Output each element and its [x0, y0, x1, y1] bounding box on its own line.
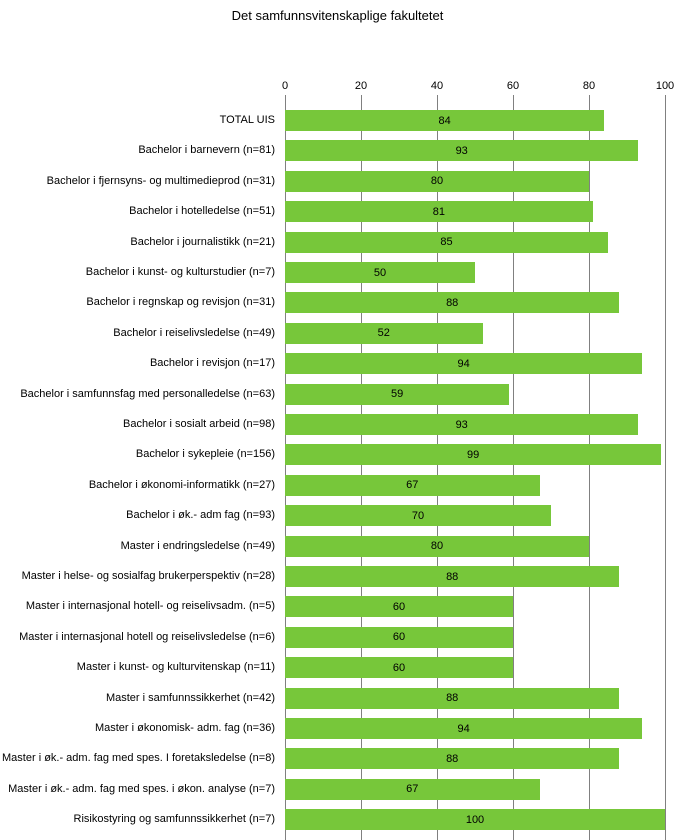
- chart-row: Bachelor i økonomi-informatikk (n=27)67: [285, 475, 665, 496]
- bar-value-label: 85: [440, 236, 452, 248]
- bar-value-label: 93: [456, 419, 468, 431]
- chart-row: Bachelor i journalistikk (n=21)85: [285, 232, 665, 253]
- row-label: Master i endringsledelse (n=49): [0, 540, 275, 552]
- bar: 80: [285, 536, 589, 557]
- row-label: Bachelor i regnskap og revisjon (n=31): [0, 296, 275, 308]
- chart-row: Master i endringsledelse (n=49)80: [285, 536, 665, 557]
- chart-row: Bachelor i revisjon (n=17)94: [285, 353, 665, 374]
- row-label: Bachelor i kunst- og kulturstudier (n=7): [0, 266, 275, 278]
- bar-value-label: 84: [438, 115, 450, 127]
- bar: 67: [285, 779, 540, 800]
- bar-value-label: 88: [446, 297, 458, 309]
- bar-value-label: 60: [393, 631, 405, 643]
- bar-value-label: 94: [457, 358, 469, 370]
- bar: 94: [285, 353, 642, 374]
- chart-row: TOTAL UIS84: [285, 110, 665, 131]
- chart-row: Master i internasjonal hotell og reiseli…: [285, 627, 665, 648]
- bar: 70: [285, 505, 551, 526]
- chart-row: Master i økonomisk- adm. fag (n=36)94: [285, 718, 665, 739]
- chart-row: Master i kunst- og kulturvitenskap (n=11…: [285, 657, 665, 678]
- bar: 80: [285, 171, 589, 192]
- bar: 85: [285, 232, 608, 253]
- bar: 59: [285, 384, 509, 405]
- row-label: Bachelor i øk.- adm fag (n=93): [0, 509, 275, 521]
- bar-value-label: 80: [431, 175, 443, 187]
- row-label: Bachelor i sykepleie (n=156): [0, 448, 275, 460]
- bar-value-label: 60: [393, 662, 405, 674]
- bar: 60: [285, 657, 513, 678]
- bar-value-label: 88: [446, 692, 458, 704]
- gridline: [665, 95, 666, 840]
- chart-row: Master i øk.- adm. fag med spes. i økon.…: [285, 779, 665, 800]
- bar-value-label: 50: [374, 267, 386, 279]
- bars-area: TOTAL UIS84 Bachelor i barnevern (n=81)93…: [285, 0, 665, 840]
- bar-value-label: 52: [378, 327, 390, 339]
- bar-value-label: 60: [393, 601, 405, 613]
- row-label: TOTAL UIS: [0, 114, 275, 126]
- bar: 100: [285, 809, 665, 830]
- row-label: Bachelor i journalistikk (n=21): [0, 236, 275, 248]
- row-label: Master i kunst- og kulturvitenskap (n=11…: [0, 661, 275, 673]
- bar: 88: [285, 688, 619, 709]
- chart-row: Bachelor i barnevern (n=81)93: [285, 140, 665, 161]
- bar-value-label: 100: [466, 814, 484, 826]
- bar-value-label: 70: [412, 510, 424, 522]
- row-label: Master i internasjonal hotell- og reisel…: [0, 600, 275, 612]
- bar: 93: [285, 414, 638, 435]
- row-label: Master i helse- og sosialfag brukerpersp…: [0, 570, 275, 582]
- chart-row: Master i internasjonal hotell- og reisel…: [285, 596, 665, 617]
- row-label: Bachelor i barnevern (n=81): [0, 144, 275, 156]
- chart-row: Bachelor i regnskap og revisjon (n=31)88: [285, 292, 665, 313]
- bar: 60: [285, 596, 513, 617]
- row-label: Bachelor i fjernsyns- og multimedieprod …: [0, 175, 275, 187]
- chart-row: Bachelor i fjernsyns- og multimedieprod …: [285, 171, 665, 192]
- row-label: Master i samfunnssikkerhet (n=42): [0, 692, 275, 704]
- chart-row: Bachelor i sykepleie (n=156)99: [285, 444, 665, 465]
- bar: 88: [285, 292, 619, 313]
- row-label: Risikostyring og samfunnssikkerhet (n=7): [0, 813, 275, 825]
- row-label: Master i øk.- adm. fag med spes. i økon.…: [0, 783, 275, 795]
- chart-row: Bachelor i reiselivsledelse (n=49)52: [285, 323, 665, 344]
- bar-value-label: 59: [391, 388, 403, 400]
- chart-row: Bachelor i hotelledelse (n=51)81: [285, 201, 665, 222]
- chart-row: Master i øk.- adm. fag med spes. I foret…: [285, 748, 665, 769]
- bar: 84: [285, 110, 604, 131]
- chart-row: Master i samfunnssikkerhet (n=42)88: [285, 688, 665, 709]
- row-label: Master i øk.- adm. fag med spes. I foret…: [0, 752, 275, 764]
- row-label: Bachelor i reiselivsledelse (n=49): [0, 327, 275, 339]
- bar: 50: [285, 262, 475, 283]
- chart-row: Bachelor i kunst- og kulturstudier (n=7)…: [285, 262, 665, 283]
- bar: 88: [285, 566, 619, 587]
- bar: 99: [285, 444, 661, 465]
- bar-value-label: 80: [431, 540, 443, 552]
- bar: 88: [285, 748, 619, 769]
- bar-value-label: 93: [456, 145, 468, 157]
- chart-row: Master i helse- og sosialfag brukerpersp…: [285, 566, 665, 587]
- bar: 94: [285, 718, 642, 739]
- row-label: Bachelor i samfunnsfag med personalledel…: [0, 388, 275, 400]
- bar-chart: Det samfunnsvitenskaplige fakultetet 020…: [0, 0, 675, 836]
- bar-value-label: 94: [457, 723, 469, 735]
- bar-value-label: 67: [406, 479, 418, 491]
- row-label: Bachelor i revisjon (n=17): [0, 357, 275, 369]
- chart-row: Bachelor i sosialt arbeid (n=98)93: [285, 414, 665, 435]
- row-label: Master i økonomisk- adm. fag (n=36): [0, 722, 275, 734]
- chart-row: Risikostyring og samfunnssikkerhet (n=7)…: [285, 809, 665, 830]
- row-label: Master i internasjonal hotell og reiseli…: [0, 631, 275, 643]
- bar: 67: [285, 475, 540, 496]
- bar-value-label: 88: [446, 753, 458, 765]
- bar-value-label: 99: [467, 449, 479, 461]
- bar-value-label: 88: [446, 571, 458, 583]
- bar: 52: [285, 323, 483, 344]
- chart-row: Bachelor i øk.- adm fag (n=93)70: [285, 505, 665, 526]
- row-label: Bachelor i hotelledelse (n=51): [0, 205, 275, 217]
- row-label: Bachelor i sosialt arbeid (n=98): [0, 418, 275, 430]
- bar: 81: [285, 201, 593, 222]
- bar-value-label: 67: [406, 783, 418, 795]
- row-label: Bachelor i økonomi-informatikk (n=27): [0, 479, 275, 491]
- bar-value-label: 81: [433, 206, 445, 218]
- bar: 93: [285, 140, 638, 161]
- bar: 60: [285, 627, 513, 648]
- chart-row: Bachelor i samfunnsfag med personalledel…: [285, 384, 665, 405]
